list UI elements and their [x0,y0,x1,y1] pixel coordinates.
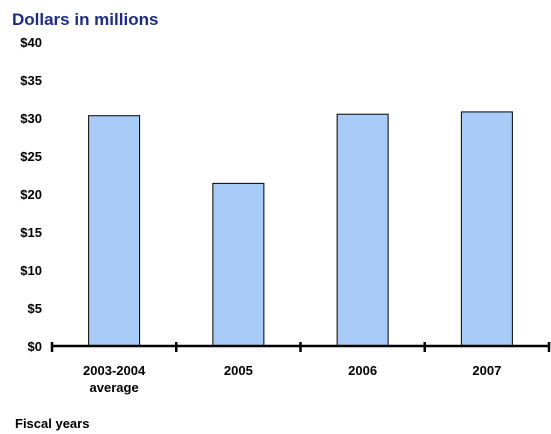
y-tick-label: $30 [20,111,42,126]
y-axis-tick-labels: $0 $5 $10 $15 $20 $25 $30 $35 $40 [20,35,42,354]
y-tick-label: $10 [20,263,42,278]
x-category-label: 2005 [224,363,253,378]
y-tick-label: $15 [20,225,42,240]
x-category-label: 2003-2004 average [83,363,146,395]
bar [460,111,513,347]
y-tick-label: $5 [28,301,42,316]
bar [212,182,265,347]
x-axis-tick-marks [50,342,551,352]
bar [336,113,389,347]
bars [88,111,513,347]
y-tick-label: $40 [20,35,42,50]
y-tick-label: $20 [20,187,42,202]
x-axis-category-labels: 2003-2004 average 2005 2006 2007 [83,363,501,395]
y-tick-label: $25 [20,149,42,164]
x-axis-label: Fiscal years [15,416,89,431]
bar [88,115,141,347]
x-category-label: 2006 [348,363,377,378]
y-tick-label: $35 [20,73,42,88]
chart-title: Dollars in millions [12,10,158,29]
x-category-label: 2007 [472,363,501,378]
y-tick-label: $0 [28,339,42,354]
